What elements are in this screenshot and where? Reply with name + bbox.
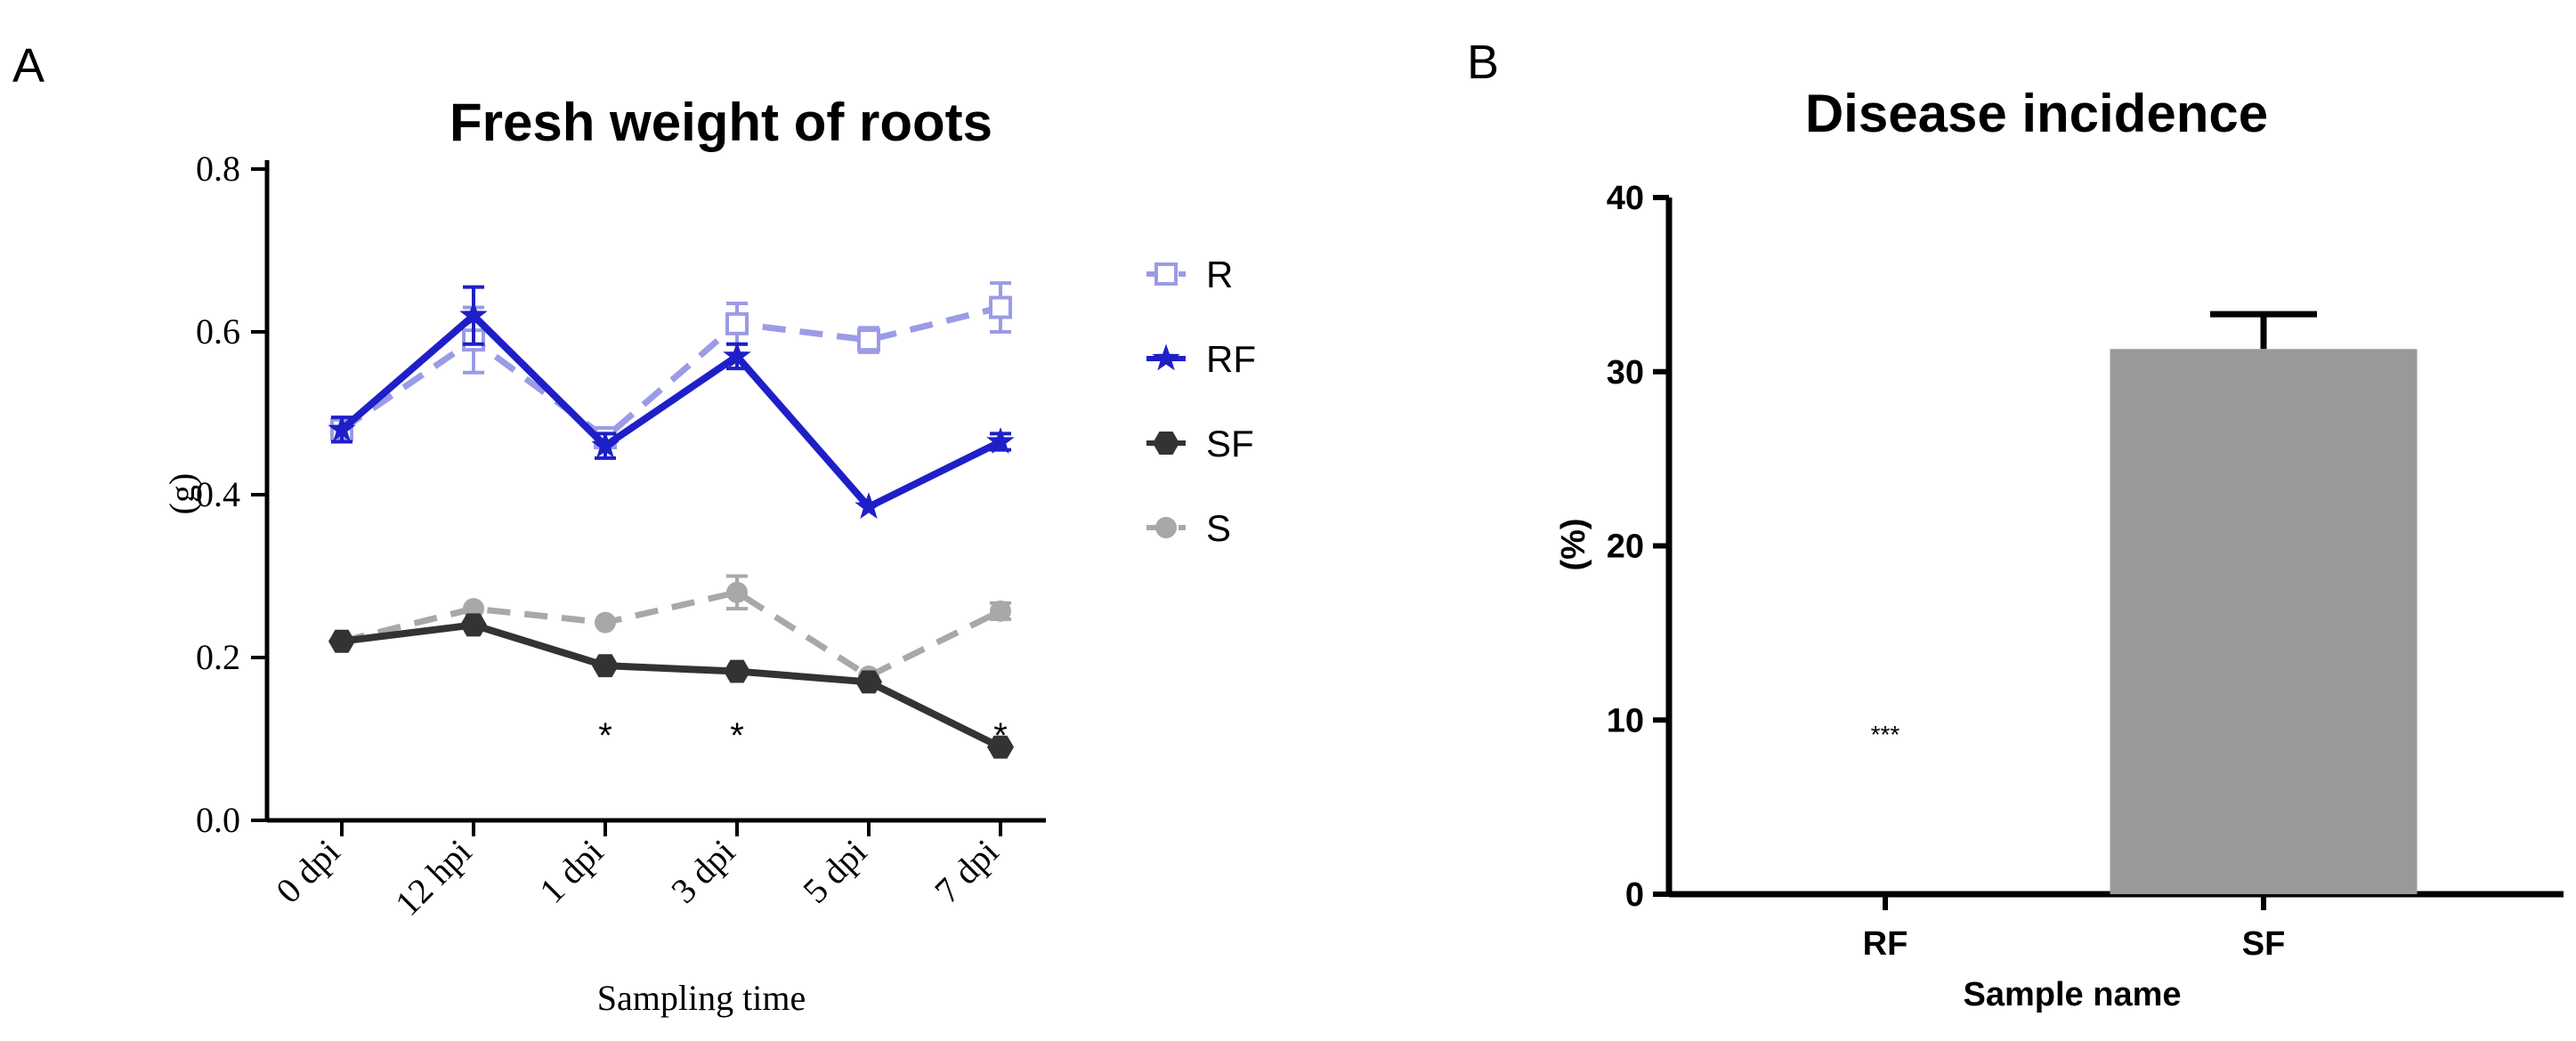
chart-a-series-sf — [328, 613, 1014, 759]
chart-a-y-tick-label: 0.4 — [196, 474, 240, 514]
chart-b-y-axis-label: (%) — [1555, 518, 1592, 570]
legend-item-s: S — [1146, 507, 1231, 549]
chart-a-series-r — [330, 281, 1012, 449]
legend-label-s: S — [1206, 507, 1231, 549]
chart-b-x-tick-label: RF — [1863, 925, 1908, 963]
chart-a-y-tick-label: 0.6 — [196, 311, 240, 351]
chart-a-y-tick-label: 0.8 — [196, 149, 240, 189]
legend-marker-r — [1154, 262, 1178, 286]
chart-a-line-rf — [339, 311, 1002, 511]
chart-a-significance-mark: * — [993, 716, 1008, 755]
legend-marker-sf — [1153, 432, 1179, 455]
chart-a-point-s — [990, 600, 1011, 622]
chart-b-y-tick-label: 10 — [1607, 702, 1644, 739]
chart-a-point-rf — [591, 431, 620, 458]
chart-a-point-sf — [592, 654, 619, 678]
chart-a-point-r — [857, 328, 880, 352]
legend-item-sf: SF — [1146, 423, 1254, 464]
chart-a-point-sf — [460, 613, 487, 637]
chart-a-y-axis-label: (g) — [162, 473, 202, 515]
chart-a-x-tick-label: 7 dpi — [927, 832, 1006, 911]
legend-label-rf: RF — [1206, 338, 1256, 380]
chart-b-plot: 0 10 20 30 40 RF SF *** — [1607, 180, 2564, 963]
chart-a-point-sf — [724, 659, 750, 683]
chart-a-line-sf — [341, 621, 1002, 751]
chart-a-point-sf — [855, 670, 882, 694]
chart-b-bar-sf — [2110, 349, 2418, 894]
chart-b-title: Disease incidence — [1805, 84, 2268, 143]
chart-a-x-tick-label: 1 dpi — [531, 832, 611, 911]
legend-item-rf: RF — [1146, 338, 1256, 380]
chart-a-point-rf — [986, 426, 1015, 454]
chart-b-x-axis-label: Sample name — [1964, 976, 2182, 1013]
chart-a-plot: 0.0 0.2 0.4 0.6 0.8 0 dpi 12 hpi 1 dpi 3 dpi 5 dp… — [196, 149, 1256, 924]
chart-a-line-s — [341, 589, 1002, 680]
chart-a-x-tick-label: 12 hpi — [387, 832, 479, 924]
chart-a-point-rf — [723, 341, 751, 368]
chart-a-point-rf — [855, 492, 883, 520]
chart-a-y-tick-label: 0.0 — [196, 800, 240, 840]
chart-b-y-tick-label: 40 — [1607, 180, 1644, 217]
chart-b-significance-mark: *** — [1871, 721, 1900, 748]
legend-item-r: R — [1146, 254, 1233, 295]
chart-a-point-r — [989, 295, 1012, 319]
chart-a-point-s — [726, 581, 748, 603]
chart-a-significance-mark: * — [598, 716, 612, 755]
chart-a-point-rf — [459, 301, 488, 328]
chart-a-x-axis-label: Sampling time — [597, 978, 806, 1018]
legend-marker-rf — [1152, 343, 1180, 371]
chart-a-series-rf — [328, 285, 1015, 520]
chart-a-y-tick-label: 0.2 — [196, 637, 240, 677]
chart-a-point-sf — [328, 629, 355, 653]
chart-b-y-tick-label: 20 — [1607, 529, 1644, 566]
chart-a-point-r — [725, 311, 749, 335]
chart-a-line-r — [340, 304, 1001, 441]
chart-a-point-sf — [987, 735, 1014, 759]
chart-b-y-tick-label: 30 — [1607, 354, 1644, 391]
legend-label-sf: SF — [1206, 423, 1254, 464]
chart-a-title: Fresh weight of roots — [450, 93, 992, 152]
chart-b-x-tick-label: SF — [2242, 925, 2286, 963]
chart-a-x-tick-label: 3 dpi — [663, 832, 742, 911]
chart-a-x-tick-label: 0 dpi — [268, 832, 347, 911]
chart-b-y-tick-label: 0 — [1625, 876, 1644, 914]
chart-a-point-s — [595, 611, 616, 633]
chart-a-significance-mark: * — [730, 716, 744, 755]
chart-a-x-tick-label: 5 dpi — [795, 832, 874, 911]
legend-label-r: R — [1206, 254, 1233, 295]
panel-a-letter: A — [12, 39, 45, 93]
panel-b-letter: B — [1467, 36, 1499, 89]
legend-marker-s — [1155, 517, 1177, 538]
chart-a-point-rf — [328, 415, 356, 442]
